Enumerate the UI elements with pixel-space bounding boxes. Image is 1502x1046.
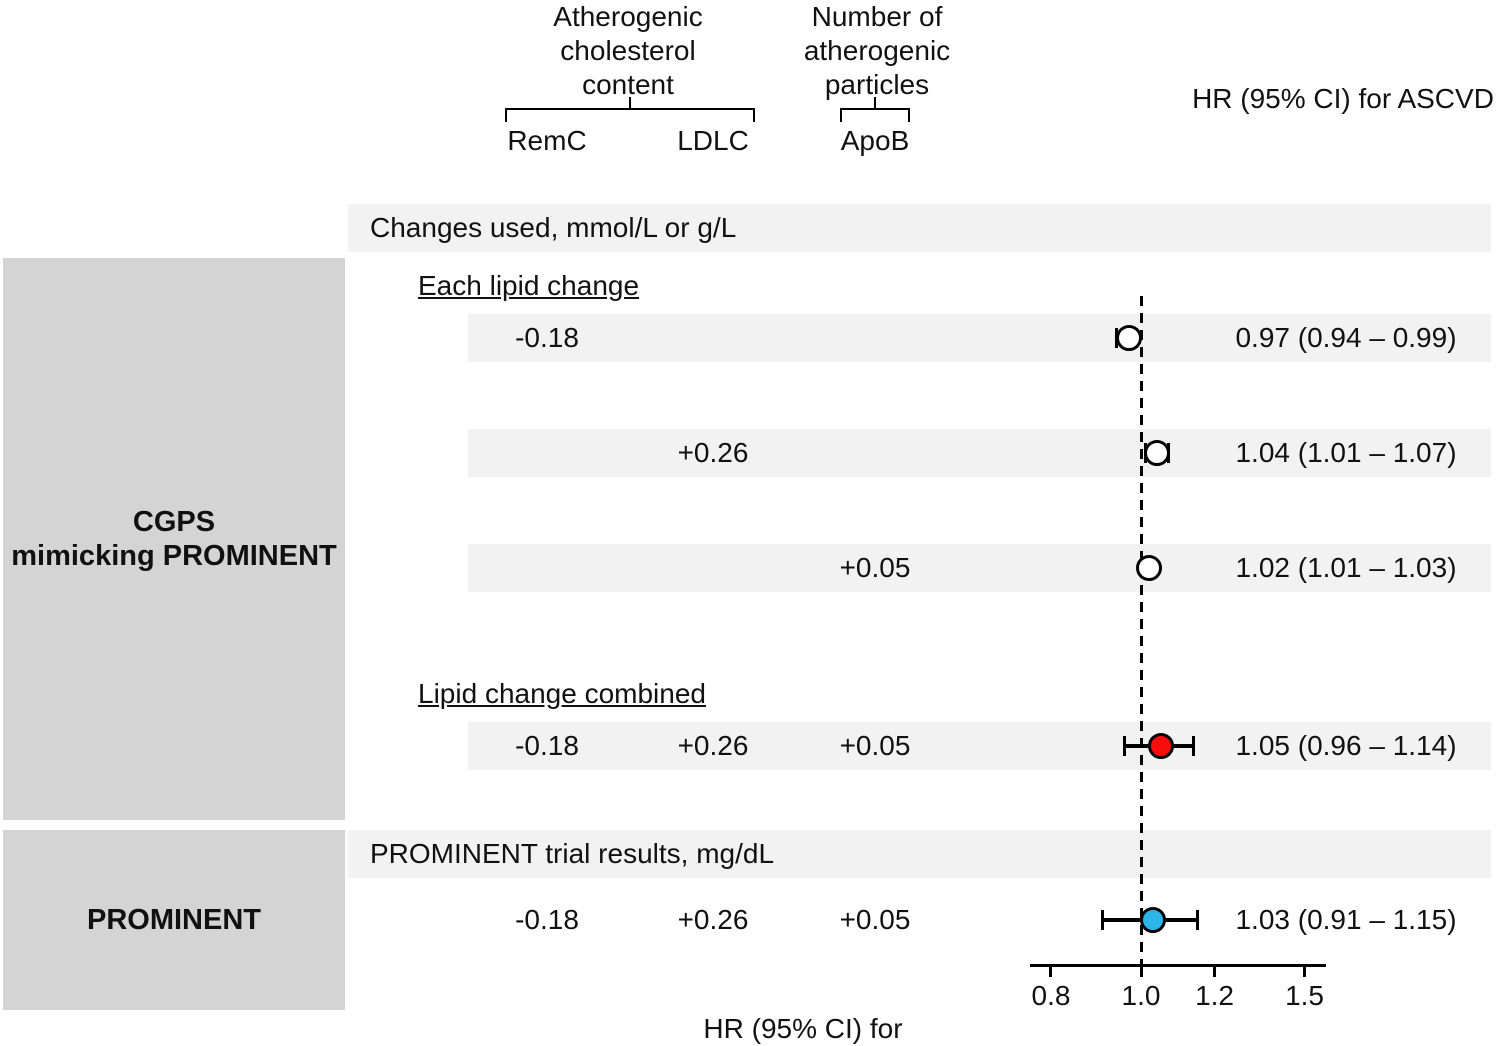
particles-bracket <box>840 97 910 122</box>
x-axis-line <box>1029 964 1326 967</box>
row4-hr-label: 1.05 (0.96 – 1.14) <box>1235 730 1457 761</box>
row2-hr-label: 1.04 (1.01 – 1.07) <box>1235 437 1457 468</box>
row4-apob-value: +0.05 <box>839 730 911 761</box>
cgps-group-box: CGPS mimicking PROMINENT <box>3 258 345 820</box>
hr-marker <box>1139 907 1166 933</box>
axis-tick-label: 1.5 <box>1285 980 1324 1011</box>
row1-hr-label: 0.97 (0.94 – 0.99) <box>1235 322 1457 353</box>
row5-remc-value: -0.18 <box>515 904 579 935</box>
hr-column-header: HR (95% CI) for ASCVD <box>1192 83 1494 114</box>
row5-ldlc-value: +0.26 <box>677 904 749 935</box>
row5-apob-value: +0.05 <box>839 904 911 935</box>
each-lipid-change-heading: Each lipid change <box>418 270 640 301</box>
cholesterol-bracket <box>505 97 755 122</box>
prominent-group-box: PROMINENT <box>3 830 345 1010</box>
changes-used-label: Changes used, mmol/L or g/L <box>370 212 737 243</box>
prominent-band-label: PROMINENT trial results, mg/dL <box>370 838 775 869</box>
axis-tick <box>1139 967 1143 977</box>
column-label-apob: ApoB <box>840 125 910 156</box>
x-axis-label: HR (95% CI) for ASCVD <box>703 1013 903 1044</box>
column-label-ldlc: LDLC <box>677 125 749 156</box>
row4-remc-value: -0.18 <box>515 730 579 761</box>
row5-hr-label: 1.03 (0.91 – 1.15) <box>1235 904 1457 935</box>
column-group-cholesterol-header: Atherogenic cholesterol content <box>553 1 703 100</box>
row2-ldlc-value: +0.26 <box>677 437 749 468</box>
row-band-4 <box>468 722 1491 770</box>
ci-cap-left <box>1101 910 1105 930</box>
row-band-1 <box>468 314 1491 362</box>
row4-ldlc-value: +0.26 <box>677 730 749 761</box>
axis-tick-label: 1.0 <box>1121 980 1161 1011</box>
axis-tick <box>1303 967 1307 977</box>
axis-tick-label: 0.8 <box>1031 980 1071 1011</box>
axis-tick <box>1049 967 1053 977</box>
lipid-change-combined-heading: Lipid change combined <box>418 678 706 709</box>
cgps-group-label: CGPS mimicking PROMINENT <box>11 506 337 572</box>
axis-tick-label: 1.2 <box>1195 980 1234 1011</box>
column-label-remc: RemC <box>507 125 587 156</box>
column-group-particles-header: Number of atherogenic particles <box>803 1 951 100</box>
ci-whisker <box>1102 918 1198 922</box>
axis-tick <box>1213 967 1217 977</box>
changes-used-band <box>348 204 1491 252</box>
prominent-group-label: PROMINENT <box>87 904 261 936</box>
row1-remc-value: -0.18 <box>515 322 579 353</box>
prominent-band <box>348 830 1491 878</box>
row-band-3 <box>468 544 1491 592</box>
row3-hr-label: 1.02 (1.01 – 1.03) <box>1235 552 1457 583</box>
row-band-2 <box>468 429 1491 477</box>
row3-apob-value: +0.05 <box>839 552 911 583</box>
